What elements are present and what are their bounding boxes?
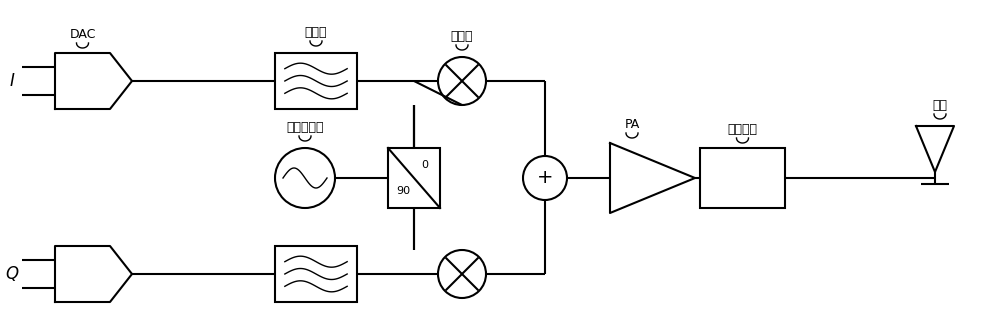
- Text: 0: 0: [421, 160, 428, 170]
- Bar: [275, 53, 357, 109]
- Bar: [275, 246, 357, 302]
- Circle shape: [438, 250, 486, 298]
- Text: I: I: [10, 72, 14, 90]
- Text: 90: 90: [397, 186, 411, 196]
- Text: DAC: DAC: [69, 28, 96, 41]
- Text: 滤波器: 滤波器: [305, 26, 327, 39]
- Text: +: +: [537, 168, 553, 187]
- Circle shape: [275, 148, 335, 208]
- Circle shape: [438, 57, 486, 105]
- Text: 混频器: 混频器: [451, 30, 473, 43]
- Bar: [388, 148, 440, 208]
- Circle shape: [523, 156, 567, 200]
- Text: 压控震荡器: 压控震荡器: [286, 121, 324, 134]
- Text: 天线: 天线: [932, 99, 948, 112]
- Bar: [700, 148, 785, 208]
- Text: PA: PA: [624, 118, 640, 131]
- Text: 匹配网络: 匹配网络: [727, 123, 758, 136]
- Text: Q: Q: [5, 265, 19, 283]
